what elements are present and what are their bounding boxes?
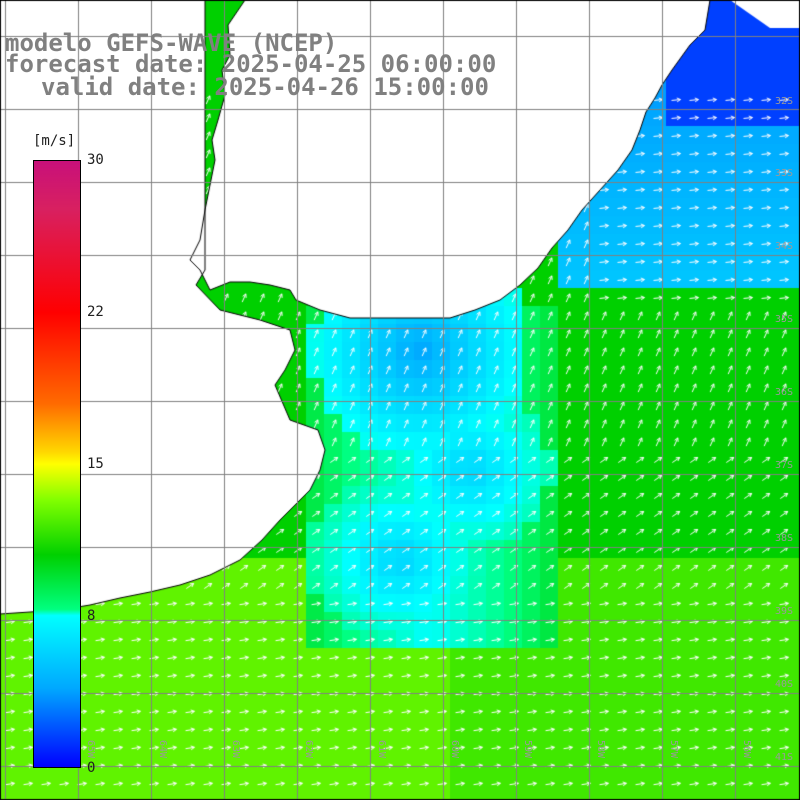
lon-label: 62W — [303, 740, 314, 759]
lon-label: 64W — [157, 740, 168, 759]
lon-label: 61W — [376, 740, 387, 759]
lon-label: 57W — [668, 740, 679, 759]
model-title: modelo GEFS-WAVE (NCEP) — [5, 29, 338, 57]
lon-label: 60W — [449, 740, 460, 759]
colorbar — [33, 160, 81, 768]
lat-label: 37S — [775, 460, 794, 471]
colorbar-tick-8: 8 — [87, 608, 96, 624]
colorbar-tick-0: 0 — [87, 760, 96, 776]
lat-label: 34S — [775, 241, 794, 252]
lat-label: 32S — [775, 96, 794, 107]
colorbar-tick-30: 30 — [87, 152, 104, 168]
valid-date: valid date: 2025-04-26 15:00:00 — [41, 73, 489, 101]
colorbar-unit: [m/s] — [33, 133, 76, 149]
colorbar-tick-15: 15 — [87, 456, 104, 472]
lat-label: 33S — [775, 168, 794, 179]
forecast-date: forecast date: 2025-04-25 06:00:00 — [5, 50, 497, 78]
lon-label: 58W — [595, 740, 606, 759]
lat-label: 38S — [775, 533, 794, 544]
lat-label: 36S — [775, 387, 794, 398]
lat-label: 35S — [775, 314, 794, 325]
colorbar-tick-22: 22 — [87, 304, 104, 320]
lon-label: 63W — [230, 740, 241, 759]
lon-label: 65W — [85, 740, 96, 759]
lon-label: 59W — [522, 740, 533, 759]
lat-label: 40S — [775, 679, 794, 690]
lon-label: 56W — [741, 740, 752, 759]
lat-label: 39S — [775, 606, 794, 617]
lat-label: 41S — [775, 752, 794, 763]
